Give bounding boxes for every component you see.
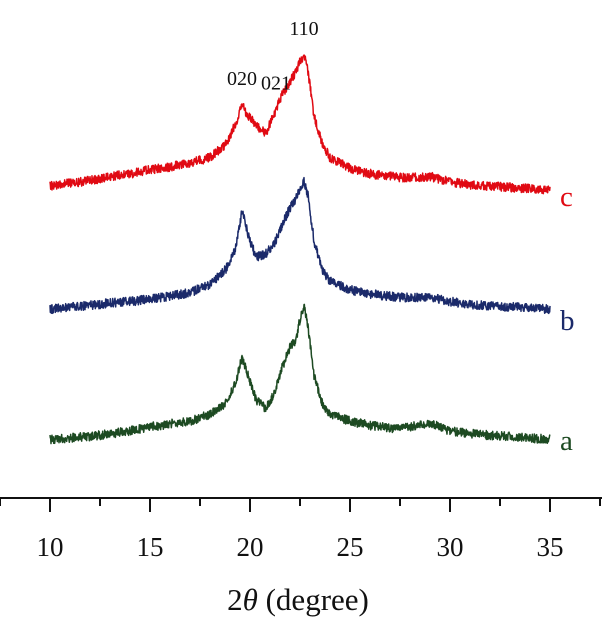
traces-layer bbox=[49, 54, 551, 445]
x-tick-label: 25 bbox=[337, 532, 364, 562]
series-c-label: c bbox=[560, 181, 573, 213]
x-tick-label: 10 bbox=[37, 532, 64, 562]
peak-labels: 020 021 110 bbox=[227, 18, 319, 95]
series-c-line bbox=[49, 54, 551, 195]
x-tick-label: 30 bbox=[437, 532, 464, 562]
series-b-line bbox=[49, 176, 551, 315]
peak-label-110: 110 bbox=[289, 18, 318, 40]
x-axis-title: 2θ (degree) bbox=[227, 582, 369, 617]
series-labels: a b c bbox=[560, 181, 575, 457]
peak-label-020: 020 bbox=[227, 68, 257, 90]
x-tick-label: 20 bbox=[237, 532, 264, 562]
series-b-label: b bbox=[560, 305, 575, 337]
x-tick-label: 15 bbox=[137, 532, 164, 562]
peak-label-021: 021 bbox=[261, 73, 291, 95]
series-a-label: a bbox=[560, 425, 573, 457]
x-axis-ticks: 10 15 20 25 30 35 bbox=[0, 498, 601, 562]
series-a-line bbox=[49, 303, 551, 445]
x-tick-label: 35 bbox=[537, 532, 564, 562]
